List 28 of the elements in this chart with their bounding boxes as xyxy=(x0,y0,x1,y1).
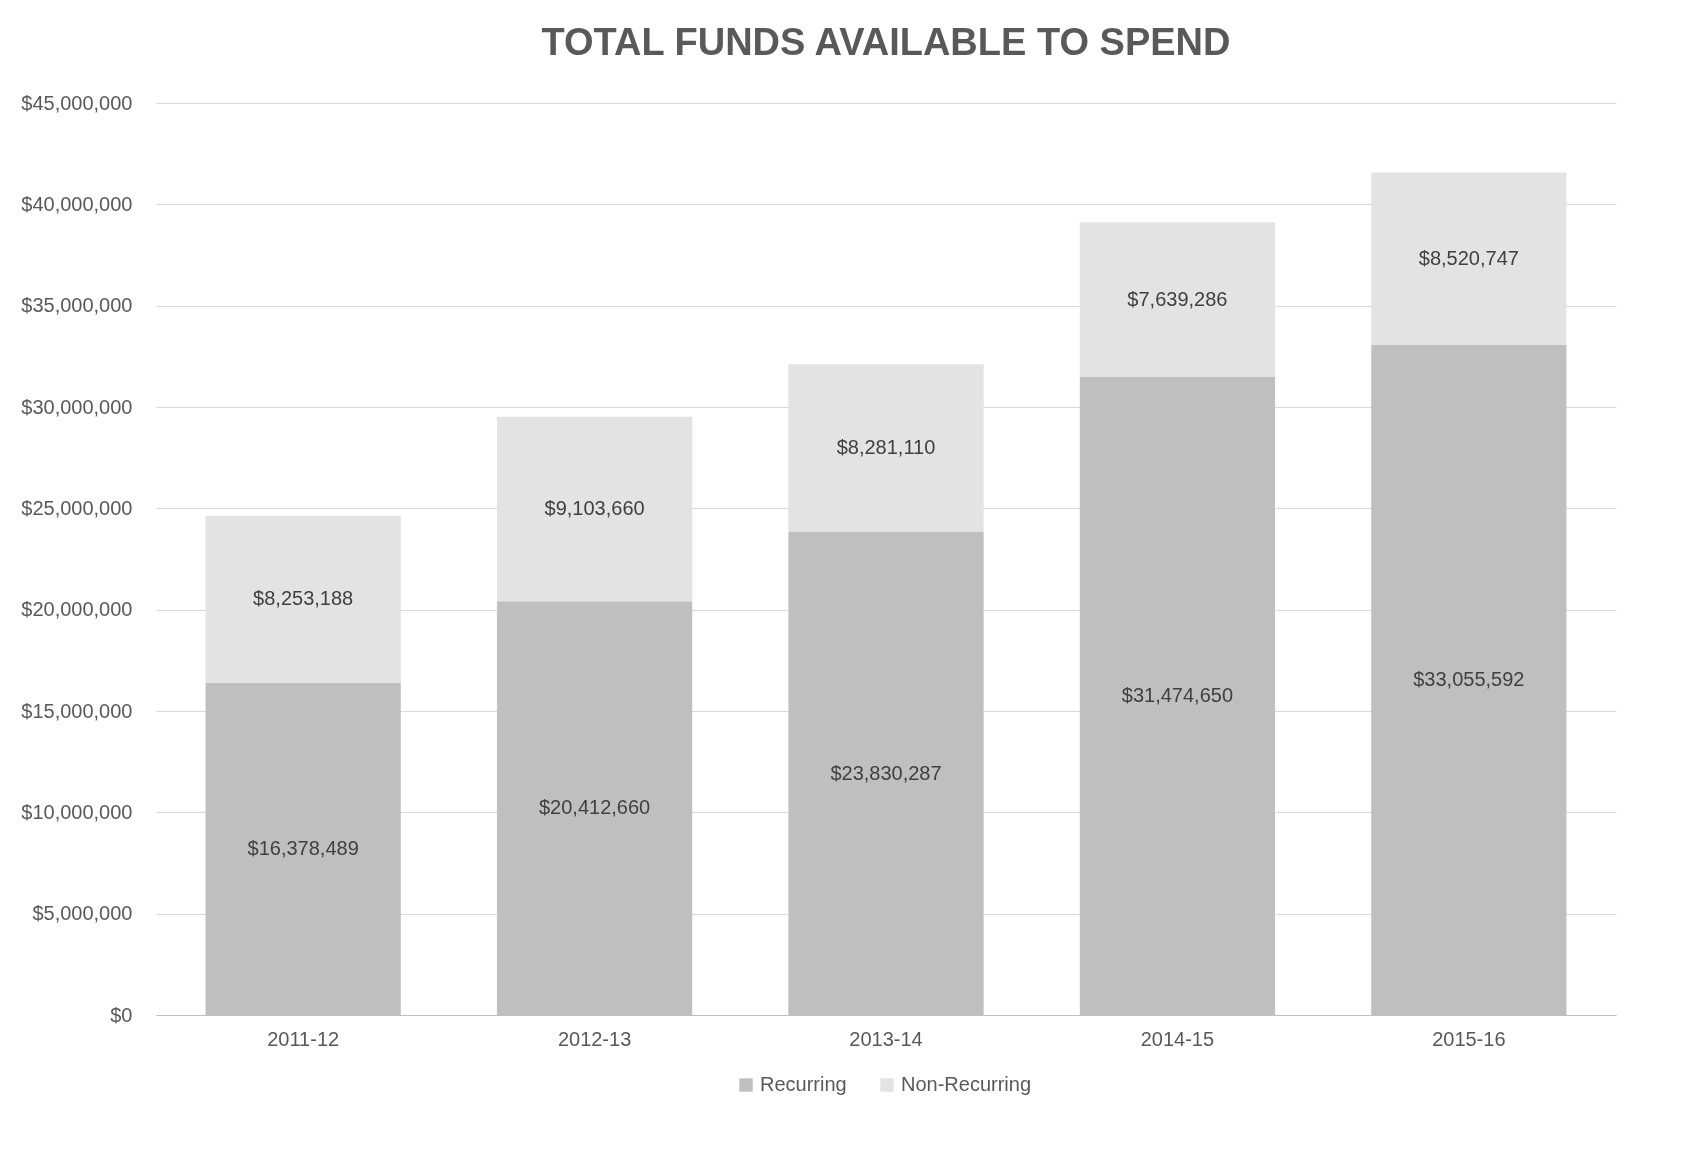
x-tick-label: 2014-15 xyxy=(1140,1027,1215,1050)
chart-title: TOTAL FUNDS AVAILABLE TO SPEND xyxy=(541,21,1231,63)
legend-label: Recurring xyxy=(760,1073,847,1095)
data-label: $8,520,747 xyxy=(1418,246,1519,269)
x-tick-label: 2013-14 xyxy=(849,1027,923,1050)
y-tick-label: $40,000,000 xyxy=(21,192,133,215)
x-tick-label: 2011-12 xyxy=(267,1027,340,1050)
data-label: $31,474,650 xyxy=(1121,684,1234,707)
data-label: $7,639,286 xyxy=(1127,287,1228,310)
y-tick-label: $45,000,000 xyxy=(21,91,133,114)
data-label: $16,378,489 xyxy=(247,837,359,860)
y-tick-label: $25,000,000 xyxy=(21,496,133,519)
y-tick-label: $30,000,000 xyxy=(21,395,133,418)
data-label: $8,281,110 xyxy=(836,436,936,459)
data-label: $33,055,592 xyxy=(1413,668,1525,691)
y-tick-label: $35,000,000 xyxy=(21,294,133,317)
x-tick-label: 2012-13 xyxy=(557,1027,632,1050)
y-tick-label: $10,000,000 xyxy=(21,800,133,823)
data-label: $20,412,660 xyxy=(538,796,651,819)
data-label: $8,253,188 xyxy=(253,587,354,610)
y-tick-label: $20,000,000 xyxy=(21,598,133,621)
legend-label: Non-Recurring xyxy=(901,1073,1032,1095)
y-tick-label: $5,000,000 xyxy=(32,902,133,925)
data-label: $23,830,287 xyxy=(830,761,942,784)
y-tick-label: $15,000,000 xyxy=(21,699,133,722)
data-label: $9,103,660 xyxy=(544,497,645,520)
y-tick-label: $0 xyxy=(110,1003,133,1026)
x-tick-label: 2015-16 xyxy=(1432,1027,1506,1050)
